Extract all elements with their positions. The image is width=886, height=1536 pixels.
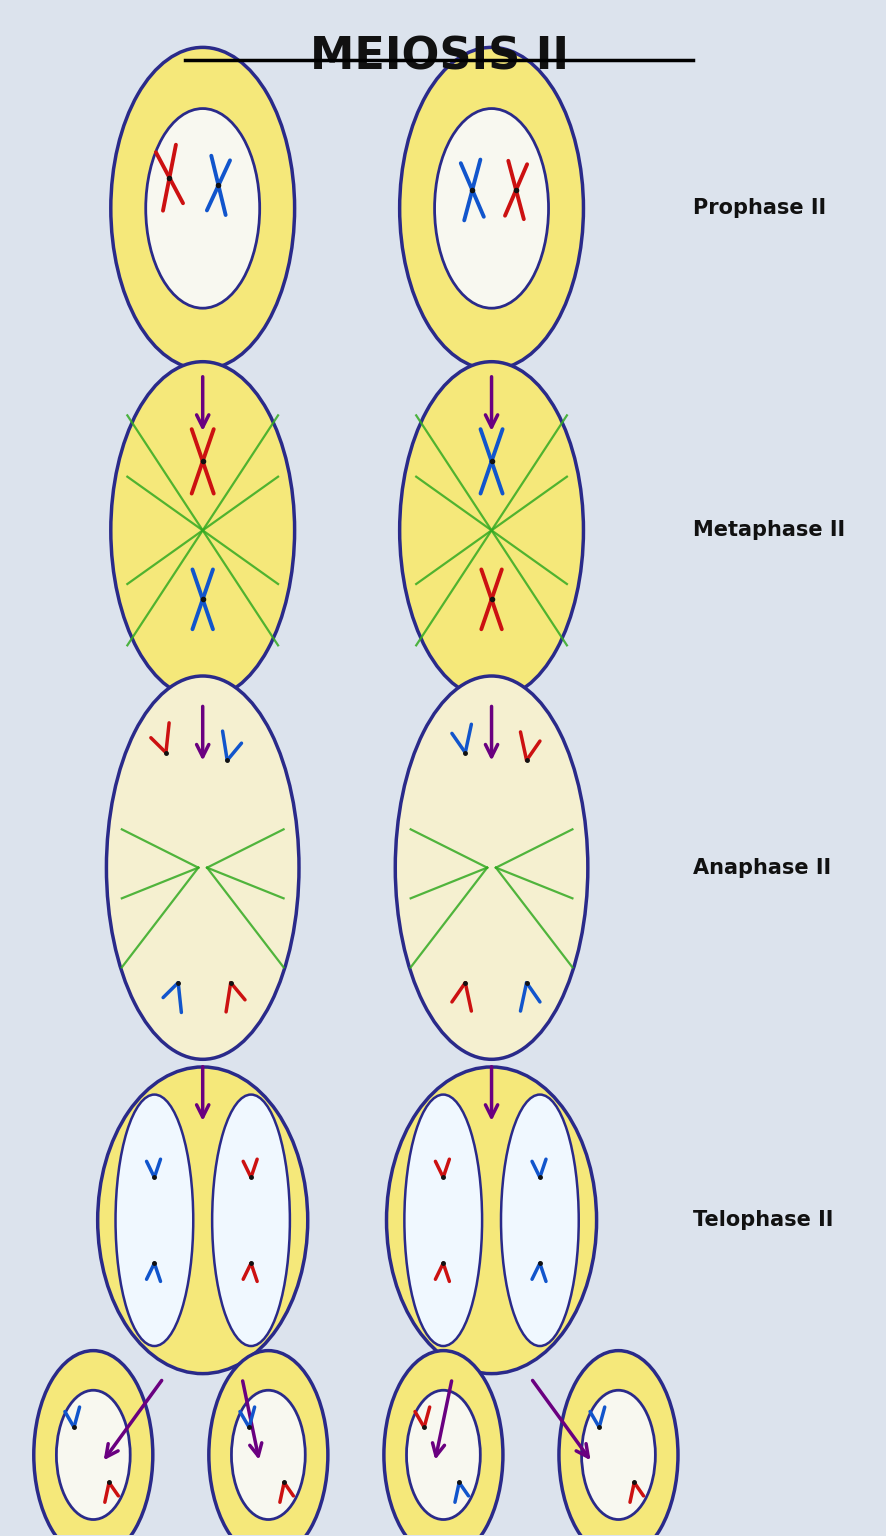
Text: MEIOSIS II: MEIOSIS II bbox=[309, 35, 569, 78]
Ellipse shape bbox=[97, 1068, 307, 1373]
Circle shape bbox=[111, 48, 295, 369]
Circle shape bbox=[384, 1350, 503, 1536]
Ellipse shape bbox=[212, 1095, 290, 1346]
Ellipse shape bbox=[501, 1095, 579, 1346]
Text: Telophase II: Telophase II bbox=[693, 1210, 833, 1230]
Ellipse shape bbox=[386, 1068, 596, 1373]
Circle shape bbox=[400, 48, 584, 369]
Circle shape bbox=[434, 109, 548, 309]
Circle shape bbox=[209, 1350, 328, 1536]
Ellipse shape bbox=[111, 361, 295, 699]
Ellipse shape bbox=[404, 1095, 482, 1346]
Circle shape bbox=[407, 1390, 480, 1519]
Ellipse shape bbox=[395, 676, 587, 1060]
Ellipse shape bbox=[400, 361, 584, 699]
Text: Anaphase II: Anaphase II bbox=[693, 857, 831, 877]
Circle shape bbox=[145, 109, 260, 309]
Circle shape bbox=[231, 1390, 306, 1519]
Circle shape bbox=[34, 1350, 152, 1536]
Circle shape bbox=[559, 1350, 678, 1536]
Circle shape bbox=[581, 1390, 656, 1519]
Ellipse shape bbox=[106, 676, 299, 1060]
Text: Metaphase II: Metaphase II bbox=[693, 521, 845, 541]
Ellipse shape bbox=[115, 1095, 193, 1346]
Circle shape bbox=[57, 1390, 130, 1519]
Text: Prophase II: Prophase II bbox=[693, 198, 826, 218]
